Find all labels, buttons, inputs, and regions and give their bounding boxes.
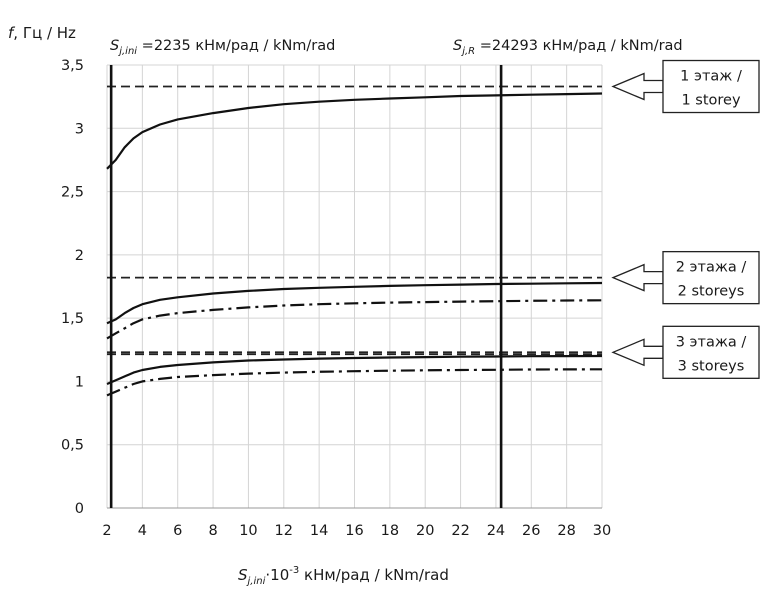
callout-label-line2: 3 storeys [678,358,745,374]
y-tick-label: 0,5 [61,438,84,454]
x-tick-label: 6 [173,523,182,539]
x-tick-label: 18 [381,523,399,539]
y-tick-label: 3 [75,121,84,137]
x-tick-label: 10 [239,523,257,539]
x-tick-label: 26 [522,523,540,539]
callout-arrow [611,72,664,101]
callout-label-line1: 2 этажа / [676,260,747,276]
series-line-solid [106,281,603,325]
x-tick-label: 2 [102,523,111,539]
y-tick-label: 2,5 [61,185,84,201]
x-tick-label: 4 [138,523,147,539]
ref-annotation-ini: Sj,ini =2235 кНм/рад / kNm/rad [110,38,335,57]
callout-box [662,59,760,114]
y-tick-label: 1,5 [61,311,84,327]
asymptote-lines [107,85,602,356]
x-tick-label: 8 [208,523,217,539]
y-tick-label: 3,5 [61,58,84,74]
x-tick-label: 14 [310,523,328,539]
callouts: 1 этаж / 1 storey 2 этажа / 2 storeys 3 этаж… [611,59,760,379]
x-tick-label: 16 [345,523,363,539]
x-tick-label: 20 [416,523,434,539]
y-tick-label: 1 [75,374,84,390]
callout-box [662,250,760,305]
series-line-dashdot [106,299,603,340]
y-axis-label: f, Гц / Hz [8,24,76,42]
x-tick-label: 22 [451,523,469,539]
callout-label-line2: 2 storeys [678,284,745,300]
reference-lines [109,65,503,508]
data-series [106,92,603,397]
series-line-dashdot [106,368,603,397]
callout-arrow [611,263,664,292]
y-tick-label: 0 [75,501,84,517]
callout-label-line2: 1 storey [681,93,741,109]
callout-arrow [611,338,664,367]
grid [106,64,603,509]
x-tick-label: 28 [557,523,575,539]
callout-label-line1: 1 этаж / [680,69,742,85]
series-line-solid [106,92,603,170]
series-line-solid [106,354,603,386]
x-tick-label: 30 [593,523,611,539]
tick-labels: 2 4 6 8 10 12 14 16 18 20 22 24 26 28 3000,511,522,533… [61,58,611,539]
ref-annotation-r: Sj,R =24293 кНм/рад / kNm/rad [453,38,683,57]
x-tick-label: 12 [275,523,293,539]
callout-label-line1: 3 этажа / [676,334,747,350]
callout-box [662,325,760,379]
y-tick-label: 2 [75,248,84,264]
x-axis-label: Sj,ini·10-3 кНм/рад / kNm/rad [238,565,449,587]
x-tick-label: 24 [487,523,505,539]
